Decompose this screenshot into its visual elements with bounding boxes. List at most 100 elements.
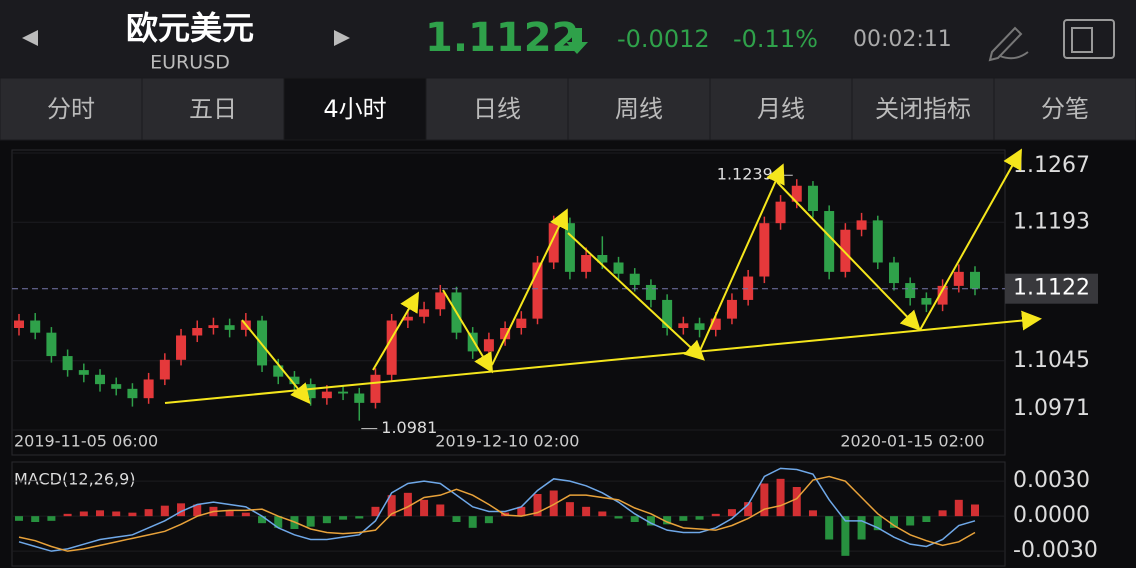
macd-bar [322, 516, 331, 524]
candle-body [483, 339, 494, 352]
candle-body [921, 298, 932, 305]
candle-body [305, 384, 316, 399]
tab-bg [567, 77, 711, 141]
macd-bar [420, 499, 429, 517]
candle-body [370, 374, 381, 403]
tab[interactable]: 月线 [757, 95, 805, 123]
macd-bar [825, 516, 834, 540]
tab[interactable]: 五日 [189, 95, 237, 123]
macd-bar [971, 504, 979, 517]
macd-bar [355, 516, 364, 519]
macd-title: MACD(12,26,9) [14, 470, 136, 489]
candle-body [662, 299, 673, 328]
candle-body [111, 384, 122, 389]
candle-body [14, 320, 24, 328]
macd-bar [776, 478, 785, 517]
y-tick-label: -0.0030 [1013, 538, 1098, 563]
candle-body [694, 323, 705, 330]
macd-bar [452, 516, 461, 522]
macd-bar [711, 513, 720, 517]
candle-body [970, 271, 980, 289]
tab[interactable]: 关闭指标 [875, 95, 971, 123]
tab-bg [709, 77, 853, 141]
tab[interactable]: 分笔 [1041, 95, 1089, 123]
candle-body [273, 365, 284, 377]
current-price-box [1005, 273, 1098, 304]
macd-bar [679, 516, 688, 521]
candle-body [548, 223, 559, 263]
candle-body [937, 285, 948, 305]
macd-bar [582, 506, 591, 517]
macd-bar [598, 511, 607, 517]
macd-bar [517, 506, 526, 517]
candle-body [872, 220, 883, 263]
tab-bg [283, 77, 427, 141]
price: 1.1122 [425, 15, 579, 61]
macd-frame [11, 461, 1006, 567]
tab[interactable]: 日线 [473, 95, 521, 123]
macd-bar [646, 516, 655, 526]
rotate-icon[interactable] [1063, 19, 1115, 59]
macd-bar [727, 509, 736, 517]
macd-line [18, 475, 976, 552]
time: 00:02:11 [853, 27, 952, 52]
next-button[interactable] [334, 30, 350, 46]
prev-button[interactable] [22, 30, 38, 46]
draw-icon[interactable] [988, 26, 1029, 62]
macd-bar [889, 516, 898, 528]
candle-body [435, 292, 446, 310]
macd-bar [96, 510, 105, 517]
low-label: 1.0981 [381, 418, 437, 437]
tab[interactable]: 周线 [615, 95, 663, 123]
candle-body [95, 374, 106, 385]
macd-bar [160, 505, 169, 517]
macd-bar [695, 516, 704, 520]
macd-bar [938, 510, 947, 517]
tab[interactable]: 4小时 [323, 95, 386, 123]
macd-bar [954, 499, 963, 517]
instrument-name: 欧元美元 [126, 9, 254, 47]
macd-bar [31, 516, 40, 522]
macd-bar [63, 513, 72, 517]
candle-body [516, 318, 527, 328]
candle-body [338, 391, 349, 394]
macd-bar [436, 504, 445, 517]
header-bg [0, 0, 1136, 78]
macd-bar [630, 516, 639, 522]
candle-body [78, 370, 89, 375]
macd-bar [906, 516, 915, 526]
candle-body [127, 388, 138, 399]
y-tick-label: 0.0000 [1013, 503, 1090, 528]
candle-body [743, 276, 754, 300]
tab-bg [851, 77, 995, 141]
macd-bar [922, 516, 931, 522]
tab[interactable]: 分时 [47, 95, 95, 123]
macd-line [18, 467, 976, 552]
candle-body [645, 284, 656, 300]
candle-body [143, 379, 154, 399]
macd-bar [663, 516, 672, 525]
candle-body [678, 323, 689, 328]
candle-body [953, 271, 964, 286]
candle-body [159, 359, 170, 380]
macd-bar [15, 516, 23, 521]
macd-bar [808, 510, 817, 517]
macd-bar [744, 502, 753, 517]
candle-body [597, 255, 608, 263]
macd-bar [484, 516, 493, 524]
candle-body [208, 325, 219, 328]
macd-bar [549, 490, 558, 517]
change: -0.0012 [617, 25, 710, 53]
y-tick-label: 1.1045 [1013, 348, 1090, 373]
macd-bar [857, 516, 866, 540]
price-frame [11, 149, 1006, 456]
candle-body [791, 185, 802, 202]
macd-bar [112, 511, 121, 517]
candle-body [419, 309, 430, 317]
y-tick-label: 1.1267 [1013, 153, 1090, 178]
y-tick-label: 1.0971 [1013, 396, 1090, 421]
macd-bar [873, 516, 882, 531]
macd-bar [468, 516, 477, 528]
candle-body [46, 332, 57, 357]
